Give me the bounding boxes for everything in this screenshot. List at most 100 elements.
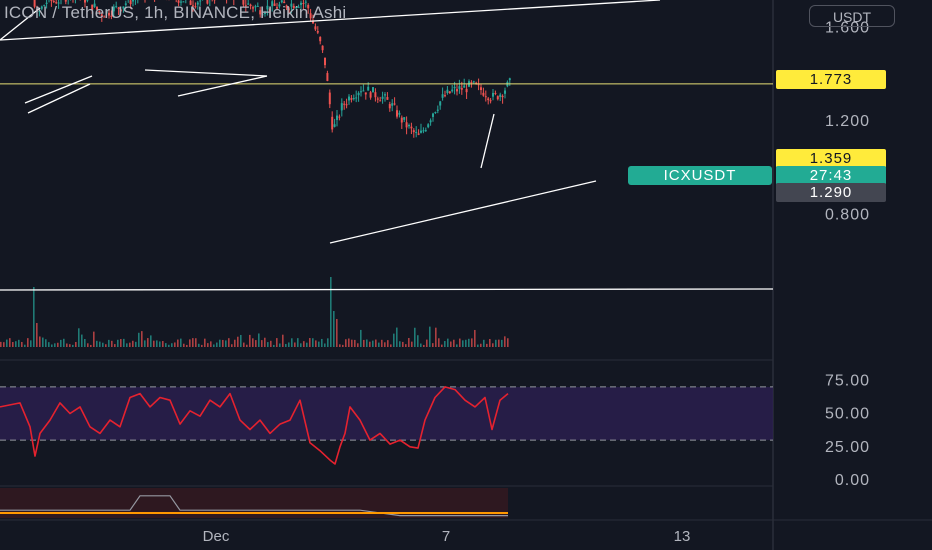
candle (259, 10, 262, 15)
candle (381, 96, 384, 99)
volume-bar (147, 338, 149, 347)
candle (429, 120, 432, 123)
chart-title: ICON / TetherUS, 1h, BINANCE, Heikin Ash… (4, 3, 347, 22)
candle (57, 2, 60, 4)
candle (482, 92, 485, 96)
volume-bar (150, 335, 152, 347)
volume-bar (156, 340, 158, 347)
candle (38, 10, 41, 12)
volume-bar (459, 338, 461, 347)
candle (333, 124, 336, 127)
candle (364, 92, 367, 95)
volume-bar (321, 338, 323, 347)
volume-bar (201, 344, 203, 347)
candle (314, 26, 317, 30)
volume-bar (174, 342, 176, 347)
volume-bar (57, 342, 59, 347)
candle (355, 97, 358, 99)
candle (376, 98, 379, 100)
volume-bar (108, 339, 110, 347)
volume-bar (18, 339, 20, 347)
candle (50, 0, 53, 1)
candle (189, 0, 192, 5)
rsi-pane (0, 386, 509, 465)
volume-bar (72, 344, 74, 347)
candle (252, 7, 254, 9)
volume-bar (249, 334, 251, 347)
volume-bar (363, 339, 365, 347)
volume-bar (180, 338, 182, 347)
volume-bar (450, 341, 452, 347)
candle (300, 2, 302, 5)
volume-bar (414, 327, 416, 347)
candle (177, 0, 180, 3)
candle (52, 1, 55, 3)
volume-bar (438, 338, 440, 347)
candle (508, 78, 511, 81)
volume-bar (330, 277, 332, 347)
candle (434, 112, 437, 114)
candle (391, 103, 394, 106)
candle (331, 116, 334, 130)
candle (124, 3, 127, 5)
candle (180, 1, 182, 3)
candle (86, 0, 89, 1)
volume-bar (237, 336, 239, 347)
candle (254, 6, 257, 8)
volume-bar (222, 339, 224, 347)
currency-button[interactable]: USDT (809, 5, 895, 27)
drawings[interactable] (0, 0, 774, 291)
candle (266, 5, 269, 10)
candle (374, 92, 377, 98)
trend-line (480, 113, 495, 169)
volume-bar (486, 343, 488, 347)
candle (55, 2, 58, 4)
volume-bar (177, 339, 179, 347)
candle (244, 5, 247, 7)
candle (465, 88, 468, 93)
volume-bar (195, 338, 197, 347)
volume-bar (423, 344, 425, 347)
volume-bar (159, 341, 161, 347)
candle (290, 3, 293, 7)
volume-bar (318, 341, 320, 347)
volume-bar (132, 340, 134, 347)
candle (408, 124, 410, 127)
candle (439, 101, 442, 106)
candle (242, 0, 245, 5)
volume-bar (366, 339, 368, 347)
volume-bar (297, 338, 299, 347)
candle (393, 103, 396, 105)
volume-bar (54, 343, 56, 347)
candle (460, 87, 463, 90)
candle (278, 4, 281, 7)
volume-bar (9, 338, 11, 347)
candle (448, 91, 451, 94)
volume-bar (24, 344, 26, 347)
volume-bar (348, 338, 350, 347)
candle (494, 93, 497, 95)
volume-bar (315, 340, 317, 347)
volume-bar (60, 339, 62, 347)
volume-bar (492, 343, 494, 347)
rsi-tick-label: 25.00 (825, 439, 870, 456)
volume-bar (117, 339, 119, 347)
candle (129, 0, 132, 5)
candle (326, 73, 329, 81)
rsi-tick-label: 0.00 (835, 472, 870, 489)
candle (261, 14, 264, 16)
candle (182, 1, 185, 3)
candle (388, 104, 391, 109)
volume-bar (336, 319, 338, 347)
volume-bar (207, 343, 209, 347)
volume-bar (339, 344, 341, 347)
candle (108, 12, 110, 16)
axes: 2.0001.6001.2001.0000.80075.0050.0025.00… (203, 20, 870, 546)
volume-bar (420, 343, 422, 347)
volume-bar (126, 343, 128, 347)
volume-bar (342, 344, 344, 347)
trend-line (0, 7, 41, 41)
candle (132, 0, 134, 2)
volume-bar (216, 342, 218, 347)
